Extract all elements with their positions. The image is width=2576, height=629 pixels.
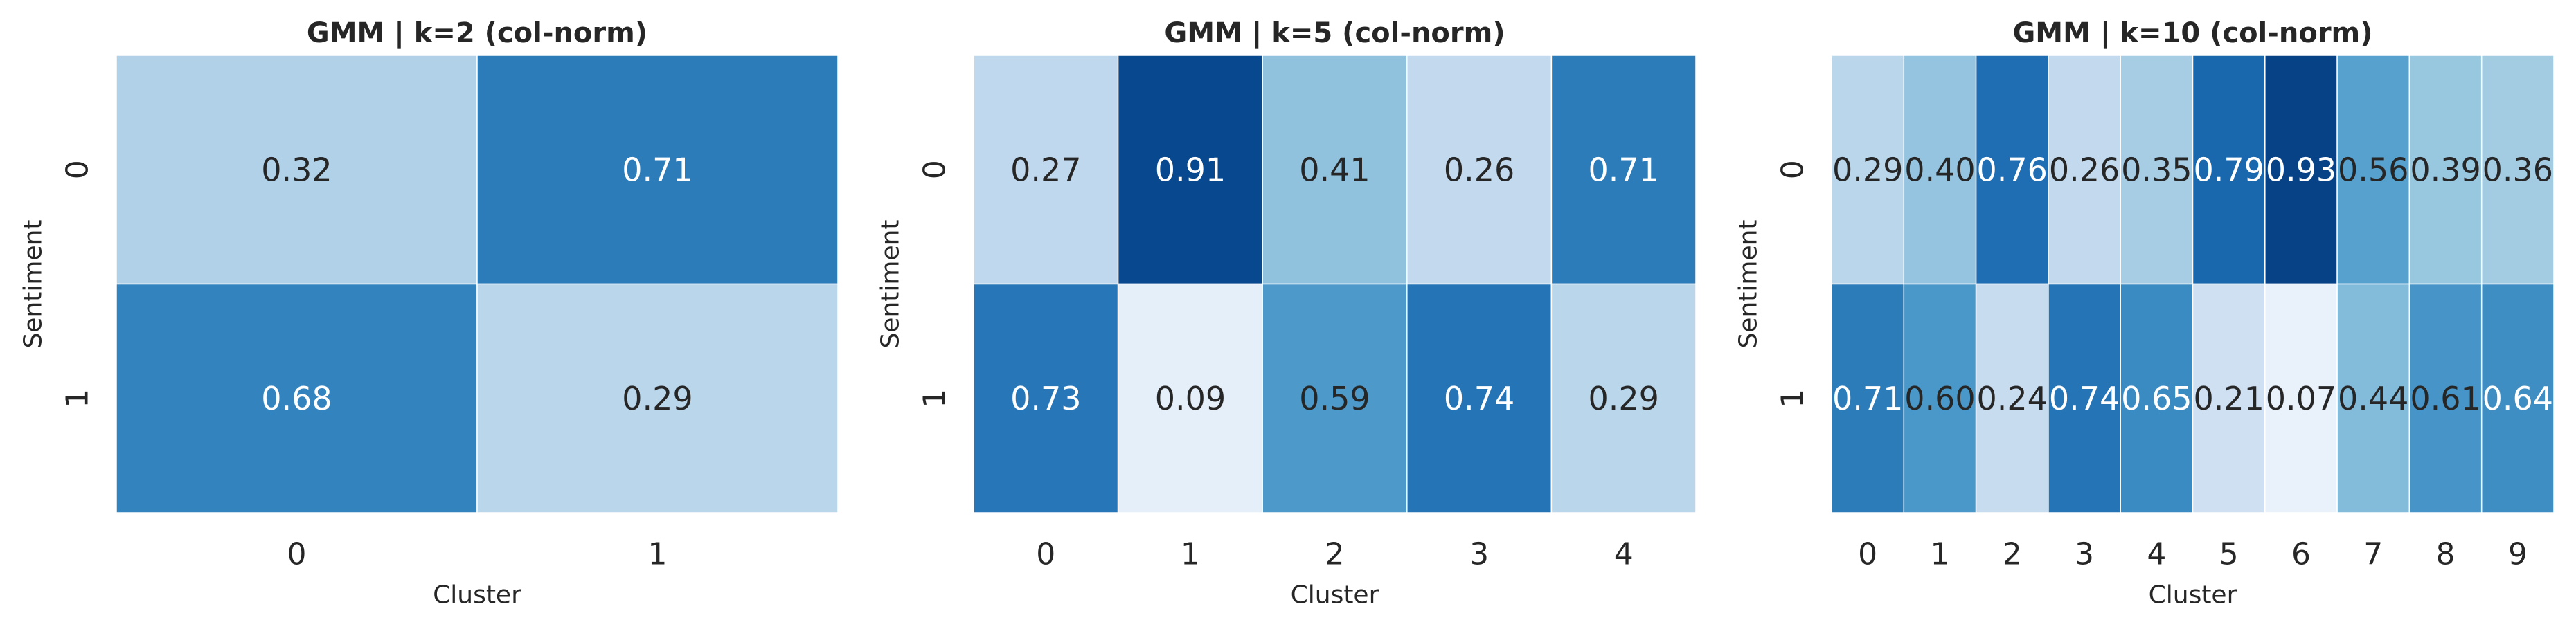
cell-value-label: 0.40 <box>1904 151 1975 188</box>
y-axis-label: Sentiment <box>877 219 905 348</box>
cell-value-label: 0.56 <box>2338 151 2408 188</box>
cell-value-label: 0.29 <box>1832 151 1903 188</box>
y-axis-label: Sentiment <box>19 219 48 348</box>
cell-value-label: 0.68 <box>261 380 332 417</box>
cell-value-label: 0.26 <box>2049 151 2120 188</box>
heatmap-cell <box>973 55 1119 285</box>
heatmap-cell <box>1262 55 1408 285</box>
cell-value-label: 0.73 <box>1010 380 1081 417</box>
x-tick-label: 4 <box>2147 537 2166 572</box>
heatmap-cell <box>1831 283 1905 513</box>
heatmap-cell <box>476 55 839 285</box>
heatmap-cell <box>2120 283 2194 513</box>
heatmap-cell <box>2120 55 2194 285</box>
cell-value-label: 0.26 <box>1444 151 1514 188</box>
heatmap-cell <box>2480 283 2555 513</box>
cell-value-label: 0.24 <box>1977 380 2048 417</box>
heatmap-cell <box>2264 283 2338 513</box>
heatmap-cell <box>2264 55 2338 285</box>
cell-value-label: 0.74 <box>1444 380 1514 417</box>
cell-value-label: 0.29 <box>1588 380 1658 417</box>
chart-title: GMM | k=10 (col-norm) <box>2012 17 2372 50</box>
y-tick-label: 0 <box>1776 160 1811 179</box>
cell-value-label: 0.59 <box>1299 380 1370 417</box>
heatmap-cell <box>2336 55 2410 285</box>
heatmap-cell <box>476 283 839 513</box>
heatmap-cell <box>2408 55 2483 285</box>
x-tick-label: 3 <box>2075 537 2094 572</box>
x-tick-label: 5 <box>2219 537 2239 572</box>
cell-value-label: 0.36 <box>2483 151 2553 188</box>
x-tick-label: 2 <box>2003 537 2022 572</box>
cell-value-label: 0.71 <box>1832 380 1903 417</box>
x-axis-label: Cluster <box>2149 581 2237 610</box>
cell-value-label: 0.93 <box>2266 151 2336 188</box>
x-tick-label: 2 <box>1325 537 1345 572</box>
heatmap-panel-2: 0.29 0.40 0.76 0.26 0.35 0.79 0.93 0.56 0.39 0.36… <box>1735 17 2555 610</box>
cell-value-label: 0.71 <box>1588 151 1658 188</box>
cell-value-label: 0.27 <box>1010 151 1081 188</box>
heatmap-cell <box>1262 283 1408 513</box>
cell-value-label: 0.09 <box>1155 380 1226 417</box>
heatmap-cell <box>116 55 478 285</box>
x-tick-label: 6 <box>2291 537 2311 572</box>
x-tick-label: 0 <box>1036 537 1055 572</box>
cell-value-label: 0.39 <box>2410 151 2480 188</box>
x-tick-label: 0 <box>1858 537 1877 572</box>
heatmap-panel-1: 0.27 0.91 0.41 0.26 0.71 0.73 0.09 0.59 0.74 0.29… <box>877 17 1697 610</box>
heatmap-cell <box>2048 283 2121 513</box>
heatmap-cell <box>1975 55 2049 285</box>
chart-title: GMM | k=5 (col-norm) <box>1164 17 1505 50</box>
heatmap-cell <box>1903 55 1977 285</box>
cell-value-label: 0.07 <box>2266 380 2336 417</box>
x-axis-label: Cluster <box>433 581 521 610</box>
y-axis-label: Sentiment <box>1735 219 1763 348</box>
heatmap-cell <box>1406 55 1553 285</box>
cell-value-label: 0.65 <box>2121 380 2192 417</box>
y-tick-label: 0 <box>918 160 953 179</box>
heatmap-cell <box>1406 283 1553 513</box>
cell-value-label: 0.76 <box>1977 151 2048 188</box>
heatmap-panel-0: 0.32 0.71 0.68 0.29 GMM | k=2 (col-norm) 0 1 0 1… <box>19 17 839 610</box>
cell-value-label: 0.64 <box>2483 380 2553 417</box>
cell-value-label: 0.71 <box>622 151 692 188</box>
x-tick-label: 1 <box>648 537 668 572</box>
heatmap-cell <box>2192 55 2266 285</box>
heatmap-cell <box>1117 55 1263 285</box>
heatmap-cell <box>2480 55 2555 285</box>
y-tick-label: 1 <box>60 389 96 408</box>
cell-value-label: 0.44 <box>2338 380 2408 417</box>
heatmap-cell <box>2048 55 2121 285</box>
cell-value-label: 0.41 <box>1299 151 1370 188</box>
heatmap-cell <box>973 283 1119 513</box>
chart-title: GMM | k=2 (col-norm) <box>307 17 647 50</box>
x-tick-label: 9 <box>2508 537 2528 572</box>
x-tick-label: 4 <box>1614 537 1634 572</box>
cell-value-label: 0.91 <box>1155 151 1226 188</box>
heatmap-cell <box>1975 283 2049 513</box>
cell-value-label: 0.60 <box>1904 380 1975 417</box>
cell-value-label: 0.79 <box>2193 151 2264 188</box>
x-tick-label: 7 <box>2363 537 2383 572</box>
x-tick-label: 0 <box>287 537 307 572</box>
heatmap-cell <box>1550 283 1697 513</box>
heatmap-cell <box>116 283 478 513</box>
heatmap-cell <box>1831 55 1905 285</box>
cell-value-label: 0.61 <box>2410 380 2480 417</box>
cell-value-label: 0.21 <box>2193 380 2264 417</box>
x-tick-label: 3 <box>1469 537 1489 572</box>
cell-value-label: 0.29 <box>622 380 692 417</box>
y-tick-label: 1 <box>1776 389 1811 408</box>
x-axis-label: Cluster <box>1291 581 1379 610</box>
cell-value-label: 0.74 <box>2049 380 2120 417</box>
y-tick-label: 0 <box>60 160 96 179</box>
x-tick-label: 8 <box>2436 537 2456 572</box>
x-tick-label: 1 <box>1930 537 1949 572</box>
x-tick-label: 1 <box>1181 537 1200 572</box>
cell-value-label: 0.35 <box>2121 151 2192 188</box>
y-tick-label: 1 <box>918 389 953 408</box>
cell-value-label: 0.32 <box>261 151 332 188</box>
